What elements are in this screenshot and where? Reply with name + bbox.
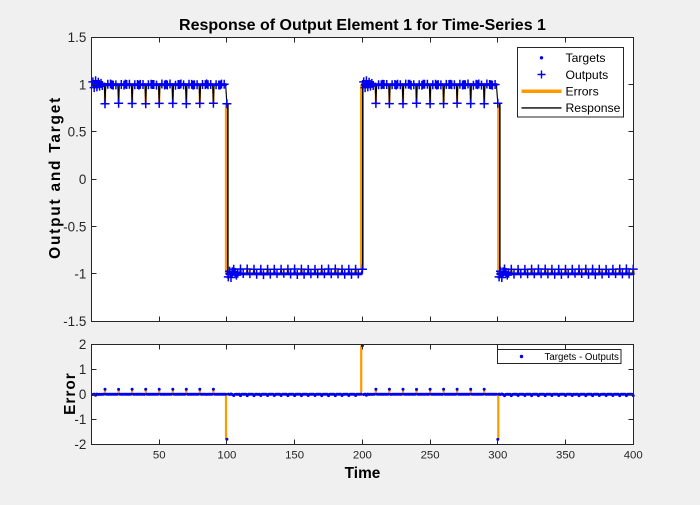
svg-text:200: 200 [353,450,372,462]
svg-text:0: 0 [79,387,86,402]
svg-text:Targets: Targets [566,51,606,65]
svg-text:50: 50 [153,450,166,462]
svg-text:350: 350 [556,450,575,462]
svg-text:-2: -2 [74,437,86,452]
svg-text:2: 2 [79,337,86,352]
svg-text:Errors: Errors [566,85,599,99]
svg-text:Outputs: Outputs [566,68,609,82]
svg-text:0: 0 [79,172,86,187]
svg-text:-1: -1 [74,267,86,282]
svg-text:100: 100 [217,450,236,462]
svg-text:150: 150 [285,450,304,462]
svg-text:-0.5: -0.5 [63,219,86,234]
svg-text:Time: Time [345,465,381,482]
svg-text:Response: Response [566,101,621,115]
svg-text:Response of Output Element 1 f: Response of Output Element 1 for Time-Se… [179,17,546,34]
svg-text:Error: Error [62,372,79,415]
svg-text:0.5: 0.5 [68,125,87,140]
svg-text:400: 400 [624,450,643,462]
svg-text:250: 250 [421,450,440,462]
svg-text:1.5: 1.5 [68,30,87,45]
svg-text:1: 1 [79,362,86,377]
svg-text:1: 1 [79,77,86,92]
svg-text:-1: -1 [74,412,86,427]
svg-text:-1.5: -1.5 [63,314,86,329]
svg-text:Targets - Outputs: Targets - Outputs [545,352,619,363]
svg-text:300: 300 [488,450,507,462]
svg-text:Output and Target: Output and Target [47,96,64,259]
